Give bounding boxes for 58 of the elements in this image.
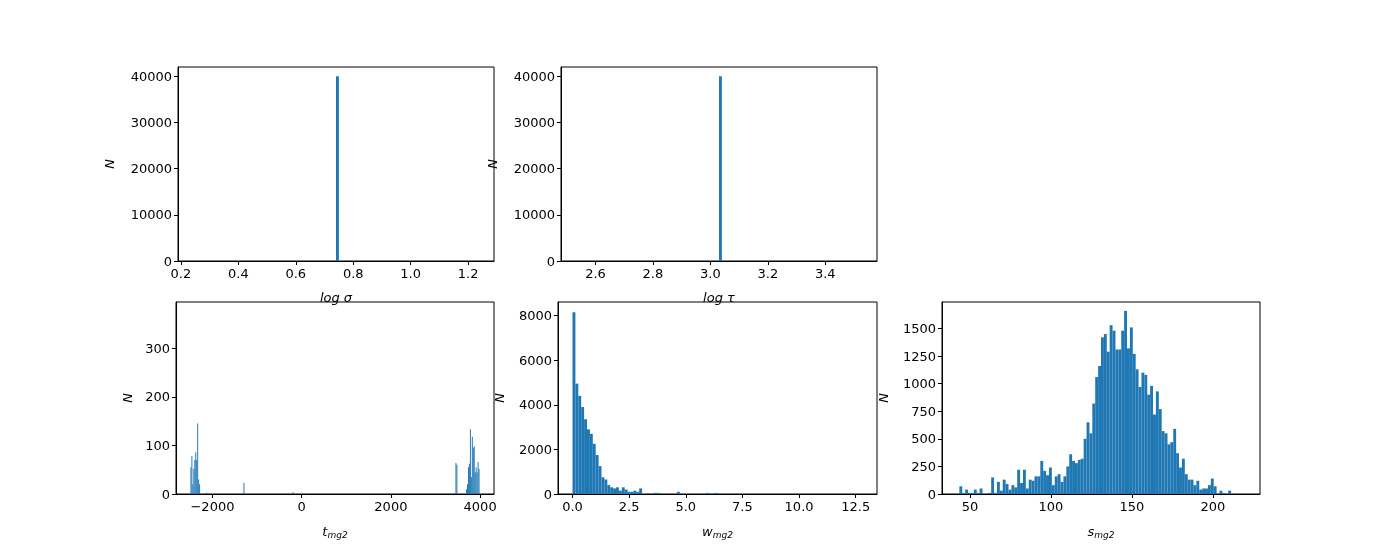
y-axis-title: N [102, 158, 117, 169]
x-axis-title: log σ [319, 290, 353, 305]
x-tick-label: 0.6 [285, 266, 307, 281]
x-tick-label: 1.0 [400, 266, 422, 281]
x-tick-label: 2.8 [642, 266, 664, 281]
y-tick-label: 100 [145, 437, 170, 453]
x-tick-label: 0.8 [342, 266, 364, 281]
y-tick-label: 30000 [513, 114, 555, 130]
y-tick-label: 0 [543, 486, 552, 502]
x-axis-title: log τ [703, 290, 736, 305]
y-tick-label: 10000 [130, 207, 172, 223]
x-tick-label: 3.0 [700, 266, 721, 281]
y-tick-label: 250 [911, 458, 936, 474]
y-axis-title: N [485, 158, 500, 169]
y-tick-label: 1000 [902, 376, 936, 392]
x-tick-label: 0.2 [170, 266, 192, 281]
x-tick-label: 12.5 [841, 499, 871, 514]
y-tick-label: 4000 [518, 397, 552, 413]
x-tick-label: 4000 [463, 499, 497, 514]
y-tick-label: 8000 [518, 308, 552, 324]
y-tick-label: 40000 [513, 68, 555, 84]
y-tick-label: 0 [161, 486, 170, 502]
y-axis-title: N [876, 392, 891, 403]
x-tick-label: 100 [1038, 499, 1064, 514]
y-tick-label: 0 [546, 253, 555, 269]
x-tick-label: 5.0 [675, 499, 697, 514]
y-tick-label: 30000 [130, 114, 172, 130]
y-tick-label: 1250 [902, 348, 936, 364]
y-tick-label: 6000 [518, 352, 552, 368]
y-tick-label: 500 [911, 431, 936, 447]
x-tick-label: 50 [961, 499, 979, 514]
x-tick-label: 3.4 [814, 266, 836, 281]
x-tick-label: 0.4 [227, 266, 249, 281]
x-tick-label: 200 [1200, 499, 1226, 514]
x-tick-label: 3.2 [757, 266, 779, 281]
x-tick-label: 2000 [374, 499, 408, 514]
x-tick-label: 0 [297, 499, 306, 514]
y-tick-label: 40000 [130, 68, 172, 84]
y-tick-label: 20000 [513, 161, 555, 177]
x-tick-label: 150 [1119, 499, 1145, 514]
y-tick-label: 200 [145, 389, 170, 405]
y-tick-label: 750 [911, 403, 936, 419]
y-tick-label: 300 [145, 340, 170, 356]
x-tick-label: 2.5 [618, 499, 640, 514]
x-tick-label: 2.6 [585, 266, 606, 281]
y-tick-label: 0 [163, 253, 172, 269]
x-tick-label: 0.0 [562, 499, 583, 514]
y-tick-label: 1500 [902, 320, 936, 336]
y-tick-label: 0 [927, 486, 936, 502]
x-tick-label: 1.2 [457, 266, 479, 281]
y-tick-label: 10000 [513, 207, 555, 223]
y-tick-label: 20000 [130, 161, 172, 177]
x-tick-label: 7.5 [732, 499, 753, 514]
y-axis-title: N [120, 392, 135, 403]
x-tick-label: 10.0 [784, 499, 814, 514]
x-tick-label: −2000 [190, 499, 235, 514]
y-axis-title: N [492, 392, 507, 403]
y-tick-label: 2000 [518, 441, 552, 457]
